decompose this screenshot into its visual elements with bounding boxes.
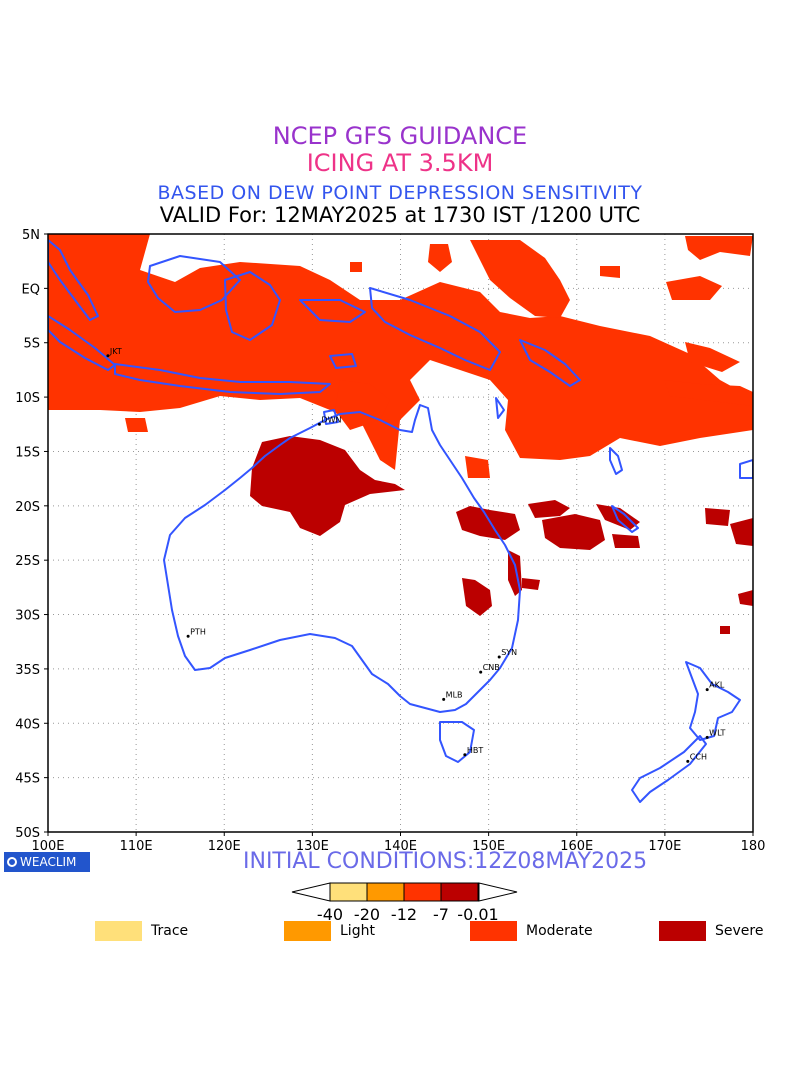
legend-swatch xyxy=(95,921,142,941)
title-line-2: ICING AT 3.5KM xyxy=(306,149,494,177)
lon-label: 150E xyxy=(472,839,505,854)
legend-swatch xyxy=(659,921,706,941)
legend-label: Moderate xyxy=(526,923,593,939)
station-dot xyxy=(705,688,709,692)
lat-label: 20S xyxy=(15,500,40,515)
lat-label: 40S xyxy=(15,717,40,732)
colorbar-right-arrow xyxy=(478,882,518,902)
title-line-3: BASED ON DEW POINT DEPRESSION SENSITIVIT… xyxy=(157,182,643,204)
station-label-dwn: DWN xyxy=(321,415,341,424)
lat-label: 15S xyxy=(15,445,40,460)
legend-swatch xyxy=(470,921,517,941)
legend-label: Light xyxy=(340,923,375,939)
circle-logo-icon xyxy=(7,857,17,867)
lat-label: 35S xyxy=(15,663,40,678)
station-label-hbt: HBT xyxy=(467,746,484,755)
colorbar-tick-label: -20 xyxy=(354,905,380,924)
legend-label: Severe xyxy=(715,923,764,939)
lat-label: 10S xyxy=(15,391,40,406)
station-label-cch: CCH xyxy=(690,752,707,761)
station-label-wlt: WLT xyxy=(709,728,725,737)
lon-label: 120E xyxy=(208,839,241,854)
lon-label: 130E xyxy=(296,839,329,854)
station-dot xyxy=(442,697,446,701)
lat-label: 30S xyxy=(15,609,40,624)
station-label-mlb: MLB xyxy=(446,690,463,699)
lon-label: 170E xyxy=(648,839,681,854)
legend-swatch xyxy=(284,921,331,941)
severe-icing-regions xyxy=(250,436,753,634)
lat-label: 45S xyxy=(15,772,40,787)
station-label-pth: PTH xyxy=(190,627,206,636)
latitude-labels: 5N EQ 5S 10S 15S 20S 25S 30S 35S 40S 45S 50S xyxy=(15,228,48,841)
lat-label: EQ xyxy=(22,282,40,297)
lat-label: 5S xyxy=(23,337,40,352)
title-line-1: NCEP GFS GUIDANCE xyxy=(272,122,528,150)
station-dot xyxy=(186,634,190,638)
lon-label: 180 xyxy=(741,839,766,854)
colorbar: -40 -20 -12 -7 -0.01 xyxy=(291,882,518,924)
station-dot xyxy=(106,354,110,358)
colorbar-tick-label: -40 xyxy=(317,905,343,924)
station-dot xyxy=(705,735,709,739)
lat-label: 50S xyxy=(15,826,40,841)
lon-label: 160E xyxy=(560,839,593,854)
lon-label: 140E xyxy=(384,839,417,854)
legend-label: Trace xyxy=(151,923,189,939)
valid-time-line: VALID For: 12MAY2025 at 1730 IST /1200 U… xyxy=(159,203,641,227)
station-label-syn: SYN xyxy=(501,648,517,657)
colorbar-box xyxy=(329,882,368,902)
station-dot xyxy=(497,655,501,659)
colorbar-tick-label: -7 xyxy=(433,905,449,924)
moderate-icing-regions xyxy=(48,234,753,478)
weaclim-logo: WEACLIM xyxy=(4,852,90,872)
longitude-labels: 100E 110E 120E 130E 140E 150E 160E 170E 180 xyxy=(31,832,765,854)
lat-label: 5N xyxy=(22,228,40,243)
station-label-cnb: CNB xyxy=(483,663,500,672)
colorbar-box xyxy=(440,882,479,902)
station-dot xyxy=(479,670,483,674)
station-dot xyxy=(317,422,321,426)
colorbar-tick-label: -12 xyxy=(391,905,417,924)
station-dot xyxy=(463,753,467,757)
colorbar-box xyxy=(403,882,442,902)
initial-conditions-label: INITIAL CONDITIONS:12Z08MAY2025 xyxy=(243,849,648,874)
logo-text: WEACLIM xyxy=(20,855,77,869)
colorbar-box xyxy=(366,882,405,902)
colorbar-tick-label: -0.01 xyxy=(457,905,498,924)
station-label-akl: AKL xyxy=(709,681,725,690)
station-dot xyxy=(686,759,690,763)
lon-label: 100E xyxy=(31,839,64,854)
station-label-jkt: JKT xyxy=(109,347,122,356)
lat-label: 25S xyxy=(15,554,40,569)
coastlines xyxy=(48,239,753,803)
colorbar-left-arrow xyxy=(291,882,331,902)
lon-label: 110E xyxy=(120,839,153,854)
